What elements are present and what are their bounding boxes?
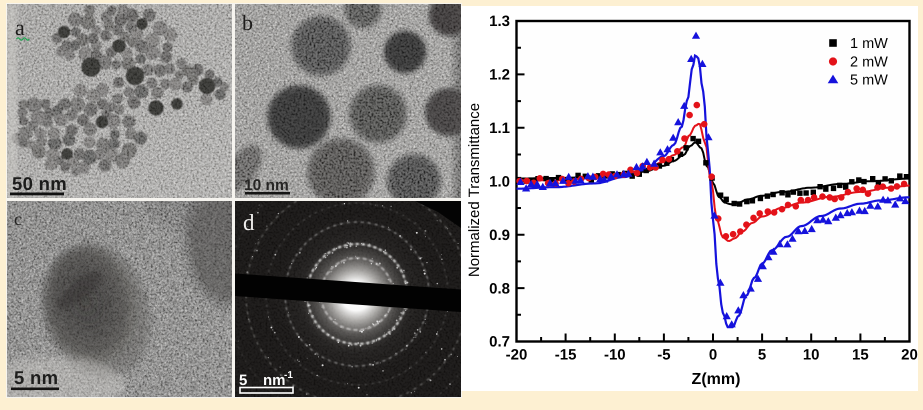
svg-text:10 nm: 10 nm bbox=[244, 177, 289, 194]
svg-text:-1: -1 bbox=[284, 370, 293, 381]
svg-text:5 nm: 5 nm bbox=[14, 367, 58, 388]
svg-text:2 mW: 2 mW bbox=[850, 55, 888, 71]
svg-text:-5: -5 bbox=[657, 347, 670, 364]
svg-text:1 mW: 1 mW bbox=[850, 36, 888, 52]
svg-text:-15: -15 bbox=[555, 347, 577, 364]
svg-text:5 mW: 5 mW bbox=[850, 73, 888, 89]
svg-text:0.9: 0.9 bbox=[489, 227, 510, 244]
svg-text:Z(mm): Z(mm) bbox=[692, 371, 741, 388]
svg-text:0.7: 0.7 bbox=[489, 334, 510, 351]
svg-text:50 nm: 50 nm bbox=[12, 173, 67, 194]
svg-text:d: d bbox=[243, 210, 255, 235]
svg-text:a: a bbox=[15, 15, 25, 40]
svg-text:0: 0 bbox=[709, 347, 717, 364]
svg-text:b: b bbox=[242, 10, 253, 35]
svg-text:5: 5 bbox=[239, 372, 247, 389]
svg-text:nm: nm bbox=[263, 372, 286, 389]
svg-text:1.3: 1.3 bbox=[489, 13, 510, 30]
svg-text:c: c bbox=[14, 209, 22, 229]
svg-text:1.2: 1.2 bbox=[489, 67, 510, 84]
svg-text:10: 10 bbox=[803, 347, 820, 364]
svg-text:-10: -10 bbox=[604, 347, 626, 364]
svg-text:1.1: 1.1 bbox=[489, 120, 510, 137]
svg-text:0.8: 0.8 bbox=[489, 280, 510, 297]
svg-text:20: 20 bbox=[901, 347, 918, 364]
svg-text:5: 5 bbox=[758, 347, 766, 364]
svg-text:Normalized Transmittance: Normalized Transmittance bbox=[466, 103, 483, 277]
svg-text:15: 15 bbox=[852, 347, 869, 364]
svg-text:1.0: 1.0 bbox=[489, 173, 510, 190]
svg-text:-20: -20 bbox=[506, 347, 528, 364]
